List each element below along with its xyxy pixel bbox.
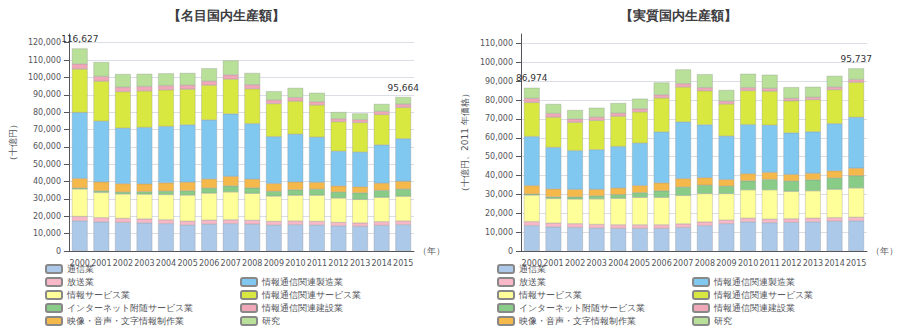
svg-text:2004: 2004 — [156, 259, 176, 268]
svg-text:研究: 研究 — [262, 316, 280, 326]
svg-text:研究: 研究 — [714, 316, 732, 326]
svg-text:2010: 2010 — [285, 259, 305, 268]
svg-text:（年）: （年） — [871, 246, 898, 256]
svg-text:情報通信関連建設業: 情報通信関連建設業 — [261, 303, 343, 313]
svg-text:2013: 2013 — [803, 259, 823, 268]
svg-text:2006: 2006 — [199, 259, 219, 268]
svg-text:映像・音声・文字情報制作業: 映像・音声・文字情報制作業 — [67, 316, 184, 326]
svg-text:通信業: 通信業 — [67, 264, 94, 274]
svg-text:2015: 2015 — [393, 259, 413, 268]
svg-text:放送業: 放送業 — [519, 277, 546, 287]
svg-text:90,000: 90,000 — [485, 77, 513, 86]
svg-text:2003: 2003 — [586, 259, 606, 268]
svg-text:2001: 2001 — [543, 259, 563, 268]
svg-text:2009: 2009 — [716, 259, 736, 268]
svg-text:情報通信関連建設業: 情報通信関連建設業 — [713, 303, 795, 313]
svg-text:80,000: 80,000 — [485, 96, 513, 105]
svg-text:50,000: 50,000 — [33, 160, 61, 169]
svg-text:2003: 2003 — [134, 259, 154, 268]
svg-text:情報通信関連製造業: 情報通信関連製造業 — [713, 277, 795, 287]
svg-text:2002: 2002 — [565, 259, 585, 268]
svg-text:2000: 2000 — [69, 258, 90, 268]
svg-text:2011: 2011 — [307, 259, 327, 268]
svg-text:2009: 2009 — [264, 259, 284, 268]
svg-text:40,000: 40,000 — [485, 171, 513, 180]
svg-text:2015: 2015 — [846, 259, 866, 268]
svg-text:2007: 2007 — [221, 259, 241, 268]
svg-text:インターネット附随サービス業: インターネット附随サービス業 — [519, 303, 645, 313]
svg-text:2005: 2005 — [177, 259, 197, 268]
svg-text:10,000: 10,000 — [485, 228, 513, 237]
svg-text:30,000: 30,000 — [485, 190, 513, 199]
svg-text:放送業: 放送業 — [67, 277, 94, 287]
svg-text:2010: 2010 — [738, 259, 758, 268]
svg-text:映像・音声・文字情報制作業: 映像・音声・文字情報制作業 — [519, 316, 636, 326]
svg-text:2008: 2008 — [695, 259, 715, 268]
svg-text:20,000: 20,000 — [33, 212, 61, 221]
svg-text:【名目国内生産額】: 【名目国内生産額】 — [168, 8, 285, 23]
svg-text:40,000: 40,000 — [33, 177, 61, 186]
svg-text:2008: 2008 — [242, 259, 262, 268]
svg-text:116,627: 116,627 — [61, 34, 98, 44]
svg-text:2000: 2000 — [521, 258, 542, 268]
svg-text:120,000: 120,000 — [28, 38, 61, 47]
svg-text:2012: 2012 — [328, 259, 348, 268]
svg-text:2011: 2011 — [760, 259, 780, 268]
svg-text:110,000: 110,000 — [480, 39, 513, 48]
svg-text:80,000: 80,000 — [33, 108, 61, 117]
svg-text:95,737: 95,737 — [840, 54, 872, 64]
svg-text:情報サービス業: 情報サービス業 — [66, 290, 130, 300]
svg-text:110,000: 110,000 — [28, 56, 61, 65]
svg-text:2013: 2013 — [350, 259, 370, 268]
svg-text:情報サービス業: 情報サービス業 — [518, 290, 582, 300]
svg-text:60,000: 60,000 — [33, 142, 61, 151]
svg-text:【実質国内生産額】: 【実質国内生産額】 — [620, 8, 737, 23]
svg-text:インターネット附随サービス業: インターネット附随サービス業 — [67, 303, 193, 313]
svg-text:60,000: 60,000 — [485, 133, 513, 142]
svg-text:2001: 2001 — [91, 259, 111, 268]
svg-text:70,000: 70,000 — [33, 125, 61, 134]
svg-text:通信業: 通信業 — [519, 264, 546, 274]
svg-text:（年）: （年） — [418, 246, 445, 256]
svg-text:情報通信関連サービス業: 情報通信関連サービス業 — [713, 290, 813, 300]
svg-text:2014: 2014 — [371, 259, 391, 268]
svg-text:2004: 2004 — [608, 259, 628, 268]
svg-text:（十億円、2011 年価格）: （十億円、2011 年価格） — [460, 89, 470, 196]
svg-text:90,000: 90,000 — [33, 90, 61, 99]
svg-text:2014: 2014 — [824, 259, 844, 268]
svg-text:70,000: 70,000 — [485, 114, 513, 123]
svg-text:10,000: 10,000 — [33, 229, 61, 238]
svg-text:2005: 2005 — [630, 259, 650, 268]
svg-text:2007: 2007 — [673, 259, 693, 268]
svg-text:95,664: 95,664 — [387, 83, 419, 93]
svg-text:100,000: 100,000 — [480, 58, 513, 67]
svg-text:0: 0 — [508, 247, 513, 256]
svg-text:50,000: 50,000 — [485, 152, 513, 161]
svg-text:情報通信関連サービス業: 情報通信関連サービス業 — [261, 290, 361, 300]
svg-text:情報通信関連製造業: 情報通信関連製造業 — [261, 277, 343, 287]
svg-text:2012: 2012 — [781, 259, 801, 268]
svg-text:20,000: 20,000 — [485, 209, 513, 218]
svg-text:2002: 2002 — [113, 259, 133, 268]
svg-text:86,974: 86,974 — [516, 73, 548, 83]
svg-text:0: 0 — [56, 247, 61, 256]
svg-text:30,000: 30,000 — [33, 194, 61, 203]
svg-text:2006: 2006 — [651, 259, 671, 268]
svg-text:100,000: 100,000 — [28, 73, 61, 82]
svg-text:（十億円）: （十億円） — [8, 120, 18, 165]
